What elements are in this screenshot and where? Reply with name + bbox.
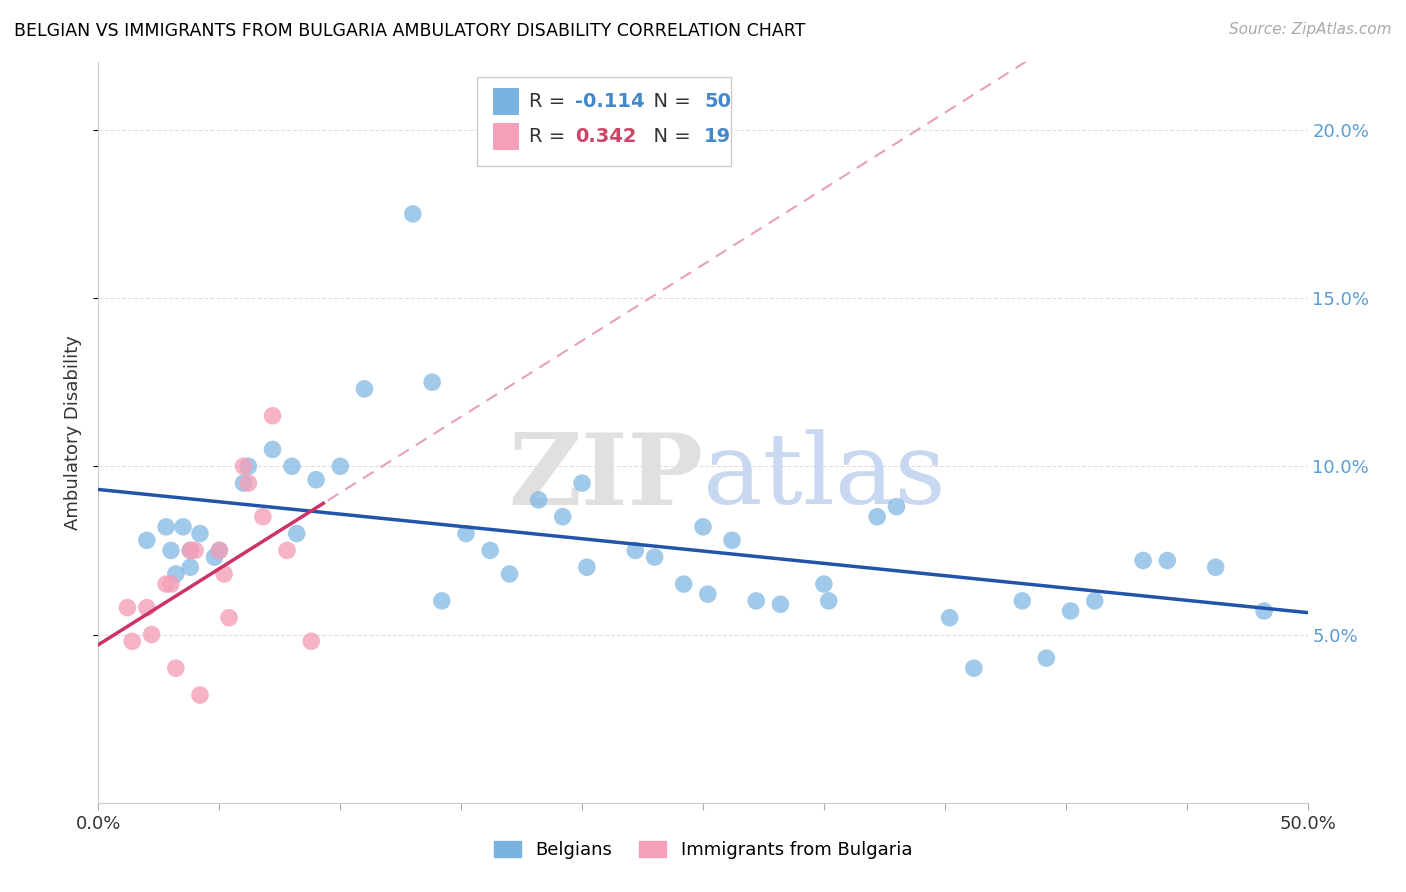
Y-axis label: Ambulatory Disability: Ambulatory Disability — [65, 335, 83, 530]
Point — [551, 509, 574, 524]
Point — [571, 476, 593, 491]
Point — [135, 600, 157, 615]
FancyBboxPatch shape — [492, 88, 519, 115]
Point — [172, 520, 194, 534]
Text: N =: N = — [641, 127, 697, 146]
Point — [204, 550, 226, 565]
Point — [262, 409, 284, 423]
Point — [1132, 553, 1154, 567]
Point — [963, 661, 986, 675]
Point — [155, 577, 177, 591]
Point — [454, 526, 477, 541]
Text: BELGIAN VS IMMIGRANTS FROM BULGARIA AMBULATORY DISABILITY CORRELATION CHART: BELGIAN VS IMMIGRANTS FROM BULGARIA AMBU… — [14, 22, 806, 40]
Point — [353, 382, 375, 396]
Text: 50: 50 — [704, 92, 731, 112]
Point — [208, 543, 231, 558]
Point — [813, 577, 835, 591]
Point — [188, 688, 211, 702]
Point — [430, 594, 453, 608]
Point — [420, 375, 443, 389]
FancyBboxPatch shape — [477, 78, 731, 166]
Point — [232, 476, 254, 491]
Point — [402, 207, 425, 221]
Point — [938, 610, 960, 624]
Point — [305, 473, 328, 487]
Point — [285, 526, 308, 541]
Text: -0.114: -0.114 — [575, 92, 644, 112]
Point — [281, 459, 304, 474]
Text: ZIP: ZIP — [508, 428, 703, 525]
Point — [165, 566, 187, 581]
Point — [644, 550, 666, 565]
Point — [624, 543, 647, 558]
Point — [1059, 604, 1081, 618]
Point — [165, 661, 187, 675]
Point — [121, 634, 143, 648]
Point — [721, 533, 744, 548]
Point — [299, 634, 322, 648]
Point — [218, 610, 240, 624]
Text: atlas: atlas — [703, 429, 946, 524]
Point — [160, 543, 183, 558]
Point — [179, 543, 201, 558]
Point — [672, 577, 695, 591]
Point — [179, 560, 201, 574]
Point — [817, 594, 839, 608]
Point — [1205, 560, 1227, 574]
Point — [692, 520, 714, 534]
Point — [276, 543, 298, 558]
Point — [329, 459, 352, 474]
Point — [575, 560, 598, 574]
Point — [141, 627, 163, 641]
FancyBboxPatch shape — [492, 123, 519, 150]
Point — [1011, 594, 1033, 608]
Point — [212, 566, 235, 581]
Point — [1253, 604, 1275, 618]
Point — [886, 500, 908, 514]
Point — [184, 543, 207, 558]
Point — [498, 566, 520, 581]
Point — [262, 442, 284, 457]
Text: 19: 19 — [704, 127, 731, 146]
Point — [1035, 651, 1057, 665]
Text: R =: R = — [529, 127, 571, 146]
Point — [479, 543, 502, 558]
Point — [155, 520, 177, 534]
Text: N =: N = — [641, 92, 697, 112]
Text: Source: ZipAtlas.com: Source: ZipAtlas.com — [1229, 22, 1392, 37]
Point — [238, 476, 260, 491]
Point — [527, 492, 550, 507]
Point — [696, 587, 718, 601]
Point — [208, 543, 231, 558]
Point — [179, 543, 201, 558]
Text: 0.342: 0.342 — [575, 127, 637, 146]
Point — [232, 459, 254, 474]
Point — [238, 459, 260, 474]
Legend: Belgians, Immigrants from Bulgaria: Belgians, Immigrants from Bulgaria — [485, 831, 921, 868]
Point — [1156, 553, 1178, 567]
Point — [188, 526, 211, 541]
Text: R =: R = — [529, 92, 571, 112]
Point — [160, 577, 183, 591]
Point — [1084, 594, 1107, 608]
Point — [866, 509, 889, 524]
Point — [769, 597, 792, 611]
Point — [135, 533, 157, 548]
Point — [745, 594, 768, 608]
Point — [117, 600, 139, 615]
Point — [252, 509, 274, 524]
